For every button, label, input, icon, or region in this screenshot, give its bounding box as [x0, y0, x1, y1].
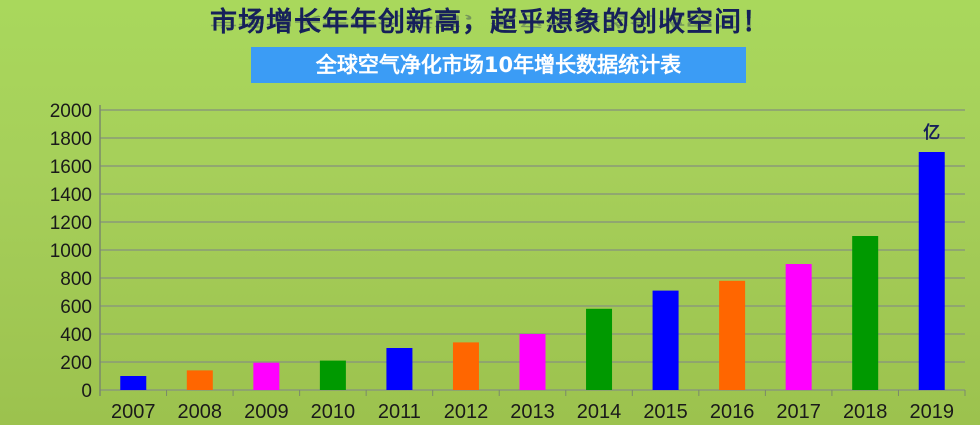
y-tick-label: 1400: [50, 185, 92, 206]
bar-2014: [586, 308, 613, 390]
y-tick-label: 1200: [50, 213, 92, 234]
x-tick-label: 2019: [909, 401, 954, 423]
chart-subtitle: 全球空气净化市场10年增长数据统计表: [251, 47, 746, 83]
x-tick-label: 2014: [577, 401, 622, 423]
x-tick-label: 2012: [444, 401, 489, 423]
x-tick-label: 2017: [776, 401, 821, 423]
x-tick-label: 2009: [244, 401, 289, 423]
bar-2009: [253, 362, 280, 390]
y-tick-label: 0: [81, 381, 92, 402]
y-tick-label: 2000: [50, 101, 92, 122]
x-tick-label: 2015: [643, 401, 688, 423]
x-tick-label: 2007: [111, 401, 156, 423]
x-tick-label: 2011: [378, 401, 421, 423]
x-tick-label: 2008: [178, 401, 223, 423]
y-tick-label: 1600: [50, 157, 92, 178]
y-tick-label: 800: [60, 269, 92, 290]
page-title: 市场增长年年创新高，超乎想象的创收空间！: [210, 7, 770, 38]
bar-2017: [785, 264, 812, 390]
bar-2019: [918, 152, 945, 390]
y-tick-label: 600: [60, 297, 92, 318]
bar-2013: [519, 334, 546, 390]
y-tick-label: 1800: [50, 129, 92, 150]
bar-2007: [120, 376, 147, 390]
bar-2010: [319, 360, 346, 390]
x-tick-label: 2016: [710, 401, 755, 423]
bar-2015: [652, 290, 679, 390]
y-tick-label: 1000: [50, 241, 92, 262]
y-tick-label: 200: [60, 353, 92, 374]
x-tick-label: 2018: [843, 401, 888, 423]
unit-label: 亿: [923, 122, 940, 143]
bar-2011: [386, 348, 413, 390]
y-tick-label: 400: [60, 325, 92, 346]
bar-2018: [852, 236, 879, 390]
bar-2016: [719, 280, 746, 390]
x-tick-label: 2010: [311, 401, 356, 423]
x-tick-label: 2013: [510, 401, 555, 423]
bar-2012: [452, 342, 479, 390]
bar-2008: [186, 370, 213, 390]
